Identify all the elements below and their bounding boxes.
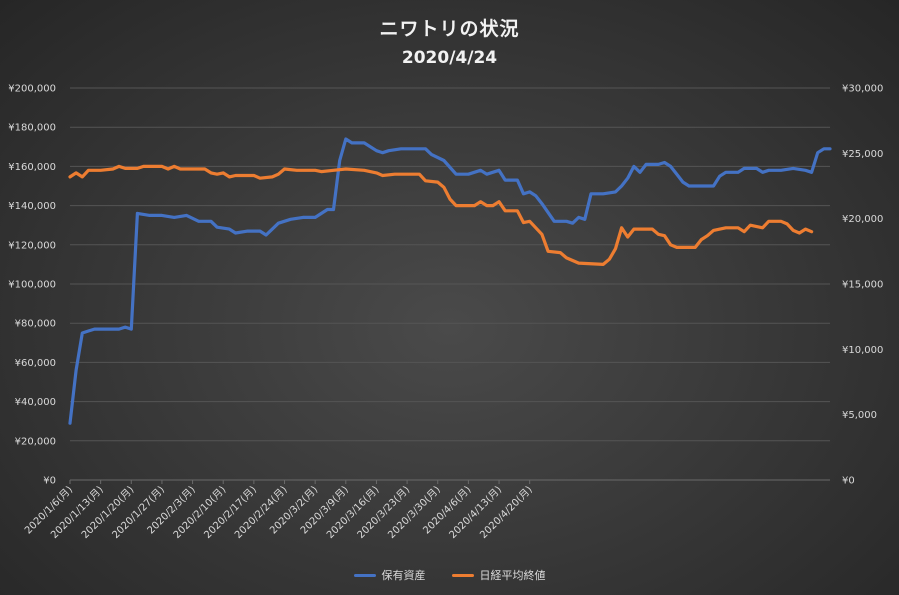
left-axis-tick-label: ¥120,000 [8, 240, 56, 251]
series-line-nikkei [68, 164, 814, 266]
right-axis-tick-label: ¥10,000 [842, 345, 883, 356]
right-axis-tick-label: ¥30,000 [842, 84, 883, 95]
x-axis-tick-label: 2020/3/16(月) [324, 484, 381, 541]
chart-title: ニワトリの状況 [379, 18, 520, 40]
legend-label-asset: 保有資産 [381, 569, 426, 582]
legend-item-nikkei: 日経平均終値 [451, 567, 546, 583]
x-axis-tick-label: 2020/2/10(月) [171, 484, 228, 541]
left-axis-tick-label: ¥100,000 [8, 280, 56, 291]
left-axis-tick-label: ¥60,000 [15, 358, 56, 369]
x-axis-tick-label: 2020/3/23(月) [355, 484, 412, 541]
x-axis-tick-label: 2020/1/13(月) [48, 484, 105, 541]
x-axis-tick-label: 2020/2/17(月) [202, 484, 259, 541]
left-axis-tick-label: ¥180,000 [8, 123, 56, 134]
chart-subtitle: 2020/4/24 [401, 48, 498, 68]
left-axis-tick-label: ¥80,000 [15, 319, 56, 330]
right-axis-tick-label: ¥15,000 [842, 280, 883, 291]
left-axis-tick-label: ¥140,000 [8, 201, 56, 212]
x-axis-tick-label: 2020/1/27(月) [110, 484, 167, 541]
right-axis-tick-label: ¥20,000 [842, 214, 883, 225]
left-axis-tick-label: ¥40,000 [15, 397, 56, 408]
x-axis-tick-label: 2020/3/30(月) [386, 484, 443, 541]
right-axis-tick-label: ¥0 [842, 476, 855, 487]
legend-item-asset: 保有資産 [353, 567, 426, 583]
x-axis-tick-label: 2020/4/13(月) [447, 484, 504, 541]
legend-swatch-orange [451, 573, 474, 577]
left-axis-tick-label: ¥160,000 [8, 162, 56, 173]
legend-label-nikkei: 日経平均終値 [479, 569, 546, 582]
legend-swatch-blue [353, 573, 376, 577]
x-axis-tick-label: 2020/2/24(月) [232, 484, 289, 541]
x-axis-tick-label: 2020/1/20(月) [79, 484, 136, 541]
right-axis-tick-label: ¥25,000 [842, 149, 883, 160]
left-axis-tick-label: ¥200,000 [8, 84, 56, 95]
left-axis-tick-label: ¥20,000 [15, 436, 56, 447]
right-axis-tick-label: ¥5,000 [842, 410, 877, 421]
series-line-asset [68, 137, 832, 425]
left-axis-tick-label: ¥0 [43, 476, 56, 487]
legend: 保有資産 日経平均終値 [0, 567, 899, 583]
x-axis-tick-label: 2020/4/20(月) [477, 484, 534, 541]
